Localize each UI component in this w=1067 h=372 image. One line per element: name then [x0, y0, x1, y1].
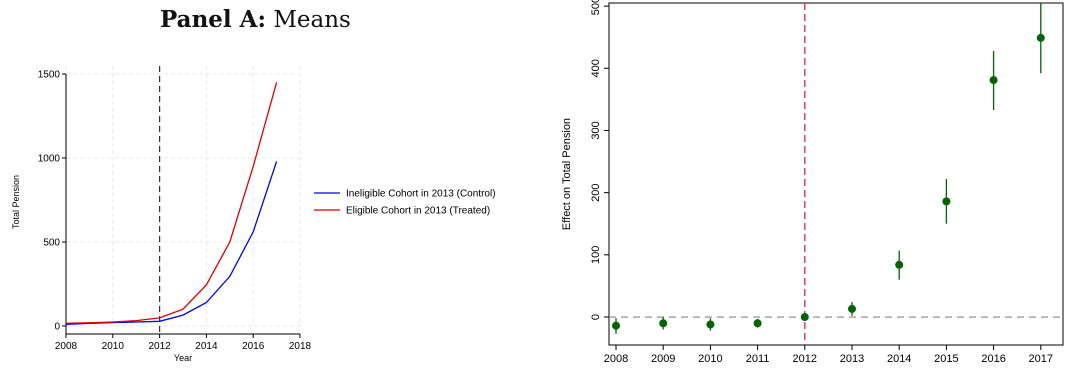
x-tick-label: 2010: [698, 353, 722, 365]
x-tick-label: 2018: [289, 341, 312, 352]
point-estimate: [753, 319, 762, 328]
point-estimate: [989, 76, 998, 85]
y-tick-label: 500: [590, 0, 602, 15]
y-tick-label: 0: [54, 322, 60, 333]
x-tick-label: 2010: [102, 341, 125, 352]
panel-title: Panel A: Means: [160, 6, 351, 33]
point-estimate: [706, 320, 715, 329]
panel-title-bold: Panel A:: [160, 6, 267, 33]
x-tick-label: 2016: [242, 341, 265, 352]
y-tick-label: 1000: [38, 154, 61, 165]
y-tick-label: 400: [590, 59, 602, 77]
x-tick-label: 2008: [604, 353, 628, 365]
point-estimate: [1036, 33, 1045, 42]
series-line-treated: [65, 82, 278, 324]
x-tick-label: 2017: [1029, 353, 1053, 365]
legend-label: Eligible Cohort in 2013 (Treated): [346, 206, 490, 217]
x-axis-label: Year: [174, 353, 192, 363]
x-tick-label: 2012: [793, 353, 817, 365]
x-tick-label: 2009: [651, 353, 675, 365]
legend-label: Ineligible Cohort in 2013 (Control): [346, 189, 496, 200]
means-line-chart: 0 500 1000 1500 2008 2010 2012 2014 2016 2018 Year…: [11, 66, 496, 363]
point-estimate: [659, 319, 668, 328]
y-axis-label: Effect on Total Pension: [561, 118, 573, 230]
x-tick-label: 2008: [55, 341, 78, 352]
x-tick-label: 2015: [934, 353, 958, 365]
series-line-control: [65, 161, 278, 325]
point-estimate: [895, 260, 904, 269]
y-tick-label: 500: [43, 238, 60, 249]
x-tick-label: 2016: [981, 353, 1005, 365]
y-tick-label: 0: [590, 314, 602, 320]
y-axis-label: Total Pension: [11, 175, 21, 229]
point-estimate: [942, 197, 951, 206]
panel-title-rest: Means: [266, 7, 351, 33]
x-tick-label: 2011: [746, 353, 770, 365]
effects-event-study-chart: 0 100 200 300 400 500 Effect on Total Pension 2…: [561, 0, 1064, 365]
x-tick-label: 2014: [887, 353, 911, 365]
y-tick-label: 300: [590, 121, 602, 139]
x-tick-label: 2012: [148, 341, 171, 352]
point-estimate: [848, 304, 856, 313]
y-tick-label: 200: [590, 183, 602, 201]
point-estimate: [800, 313, 809, 322]
x-tick-label: 2013: [840, 353, 864, 365]
point-estimate: [612, 321, 620, 330]
y-tick-label: 100: [590, 246, 602, 264]
plot-frame: [608, 2, 1064, 346]
x-tick-label: 2014: [195, 341, 218, 352]
y-tick-label: 1500: [38, 70, 61, 81]
